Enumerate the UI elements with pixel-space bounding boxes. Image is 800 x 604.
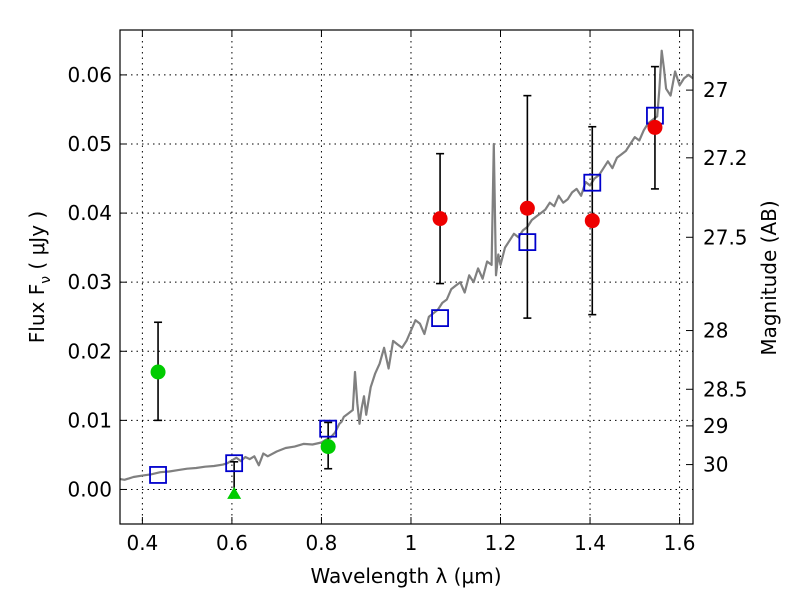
model-point-square bbox=[319, 419, 338, 438]
model-point-square bbox=[518, 233, 537, 252]
y-axis-title-sub: ν bbox=[38, 276, 54, 284]
y2-tick-label: 28 bbox=[703, 319, 728, 343]
y2-tick-label: 30 bbox=[703, 453, 728, 477]
x-tick-label: 1.2 bbox=[485, 531, 517, 555]
y2-tick-label: 28.5 bbox=[703, 377, 748, 401]
observed-point-circle bbox=[150, 364, 166, 380]
x-axis-title: Wavelength λ (μm) bbox=[310, 564, 501, 588]
x-tick-label: 0.8 bbox=[306, 531, 338, 555]
x-tick-label: 1 bbox=[405, 531, 418, 555]
y2-tick-label: 29 bbox=[703, 414, 728, 438]
y-tick-label: 0.02 bbox=[67, 339, 112, 363]
model-point-square bbox=[149, 466, 167, 484]
y-tick-label: 0.05 bbox=[67, 132, 112, 156]
x-tick-label: 0.6 bbox=[216, 531, 248, 555]
y2-tick-label: 27 bbox=[703, 78, 728, 102]
model-point-square bbox=[431, 309, 449, 328]
y-tick-label: 0.04 bbox=[67, 201, 112, 225]
upper-limit-triangle bbox=[227, 486, 242, 499]
spectrum-layer bbox=[119, 49, 694, 481]
y-tick-label: 0.06 bbox=[67, 63, 112, 87]
points-layer bbox=[149, 65, 664, 499]
y2-tick-label: 27.2 bbox=[703, 146, 748, 170]
y2-tick-label: 27.5 bbox=[703, 225, 748, 249]
y-axis-title-unit: ( μJy ) bbox=[25, 211, 49, 276]
observed-point-circle bbox=[432, 211, 448, 227]
grid-layer bbox=[120, 30, 693, 524]
model-point-square bbox=[225, 454, 244, 473]
observed-point-circle bbox=[647, 119, 663, 135]
y-axis-title-main: Flux F bbox=[25, 284, 49, 343]
y-axis-title: Flux Fν ( μJy ) bbox=[25, 211, 54, 343]
model-point-square bbox=[583, 173, 602, 192]
observed-point-circle bbox=[584, 213, 600, 229]
plot-frame bbox=[119, 29, 694, 525]
ticks-layer: 0.4 0.6 0.8 1 1.2 1.4 1.6 0.00 0.01 0.02 0.03 0.04 0… bbox=[67, 30, 748, 555]
x-tick-label: 1.4 bbox=[574, 531, 606, 555]
y-tick-label: 0.00 bbox=[67, 477, 112, 501]
y2-axis-title: Magnitude (AB) bbox=[757, 200, 781, 355]
observed-point-circle bbox=[320, 439, 336, 455]
observed-point-circle bbox=[519, 200, 535, 216]
x-tick-label: 1.6 bbox=[664, 531, 696, 555]
y-tick-label: 0.03 bbox=[67, 270, 112, 294]
y-tick-label: 0.01 bbox=[67, 408, 112, 432]
x-tick-label: 0.4 bbox=[126, 531, 158, 555]
model-spectrum-line bbox=[119, 49, 694, 481]
